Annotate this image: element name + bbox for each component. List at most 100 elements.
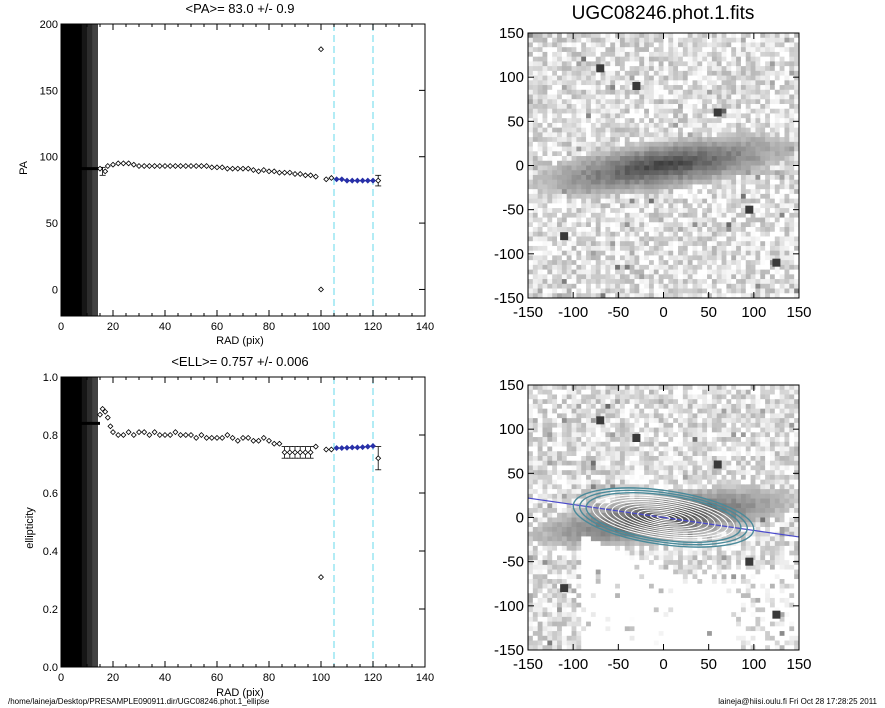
data-point [323, 446, 330, 453]
y-tick-label: 100 [499, 69, 524, 86]
y-tick-label: 50 [46, 218, 58, 230]
x-tick-label: 150 [786, 304, 811, 321]
point-source [596, 416, 605, 425]
data-point [255, 168, 262, 175]
data-point [97, 411, 103, 418]
data-point [193, 163, 200, 169]
point-source [632, 82, 641, 90]
data-point [136, 163, 142, 169]
isophote-ellipse [579, 489, 748, 546]
data-point [234, 437, 241, 444]
galaxy-image-panel: UGC08246.phot.1.fits -150 -100 -50 0 50 100 15… [494, 3, 812, 321]
data-point [120, 160, 127, 167]
x-tick-label: 20 [107, 321, 119, 333]
data-point [214, 434, 220, 441]
data-point [188, 432, 194, 438]
data-point [188, 163, 194, 169]
data-point [130, 161, 137, 168]
data-point [307, 449, 314, 456]
data-point [146, 432, 153, 438]
data-point [318, 286, 324, 293]
fit-data-point [344, 177, 350, 184]
masked-region-band [81, 377, 88, 667]
data-point [328, 174, 335, 181]
ellipticity-plot: <ELL>= 0.757 +/- 0.006 RAD (pix) ellipti… [24, 354, 434, 699]
data-point [208, 434, 215, 441]
ell-y-axis-label: ellipticity [24, 507, 36, 549]
x-tick-label: 50 [700, 304, 717, 321]
fit-data-point [333, 445, 340, 452]
pa-title: <PA>= 83.0 +/- 0.9 [186, 1, 295, 16]
data-point [260, 167, 267, 173]
y-tick-label: -100 [494, 598, 524, 615]
fit-data-point [349, 444, 356, 451]
data-point [266, 168, 272, 175]
y-tick-label: 150 [499, 25, 524, 42]
x-tick-label: 60 [211, 672, 223, 684]
data-point [125, 429, 132, 436]
data-point [224, 165, 231, 172]
point-source [745, 205, 754, 214]
data-point [162, 432, 168, 438]
masked-region-band [61, 377, 67, 667]
data-point [375, 177, 382, 184]
data-point [120, 432, 127, 438]
data-point [286, 449, 293, 456]
data-point [255, 437, 262, 444]
x-tick-label: 20 [107, 672, 119, 684]
data-point [198, 163, 205, 169]
image-title: UGC08246.phot.1.fits [572, 3, 755, 24]
y-tick-label: 1.0 [43, 372, 58, 384]
masked-region-band [66, 377, 72, 667]
data-point [312, 173, 319, 180]
x-tick-label: -50 [607, 304, 629, 321]
y-tick-label: -100 [494, 246, 524, 263]
data-point [302, 449, 309, 456]
data-point [102, 168, 109, 175]
data-point [110, 161, 116, 168]
isophote-ellipse [592, 494, 735, 541]
data-point [219, 164, 226, 171]
data-point [203, 163, 210, 169]
point-source [772, 610, 781, 619]
data-point [97, 165, 103, 172]
data-point [177, 163, 184, 169]
point-source [560, 232, 569, 241]
point-source [713, 460, 722, 469]
x-tick-label: 0 [58, 672, 64, 684]
data-point [182, 163, 189, 169]
y-tick-label: -150 [494, 290, 524, 307]
data-point [286, 169, 293, 176]
image-pixels [528, 33, 800, 299]
data-point [219, 434, 226, 441]
data-point [198, 432, 205, 438]
data-point [260, 434, 267, 441]
isophote-ellipse [630, 507, 697, 528]
data-point [182, 432, 189, 438]
x-tick-label: 100 [312, 321, 330, 333]
fit-data-point [338, 445, 345, 452]
data-point [115, 160, 122, 167]
footer-path: /home/laineja/Desktop/PRESAMPLE090911.di… [8, 697, 270, 706]
pa-x-axis-label: RAD (pix) [216, 335, 264, 347]
data-point [281, 449, 288, 456]
point-source [596, 64, 605, 73]
fit-data-point [349, 177, 356, 184]
isophote-ellipse [598, 496, 729, 539]
y-tick-label: 100 [40, 152, 58, 164]
data-point [177, 432, 184, 438]
data-point [292, 449, 298, 456]
fit-data-point [364, 443, 371, 450]
data-point [307, 172, 314, 179]
x-tick-label: 0 [659, 304, 667, 321]
y-tick-label: 200 [40, 19, 58, 31]
x-tick-label: 150 [786, 656, 811, 673]
point-source [560, 584, 569, 593]
data-point [104, 414, 111, 421]
y-tick-label: 0.6 [43, 488, 58, 500]
data-point [136, 429, 142, 436]
y-tick-label: 150 [40, 85, 58, 97]
y-tick-label: 0 [516, 158, 524, 175]
x-tick-label: 0 [58, 321, 64, 333]
